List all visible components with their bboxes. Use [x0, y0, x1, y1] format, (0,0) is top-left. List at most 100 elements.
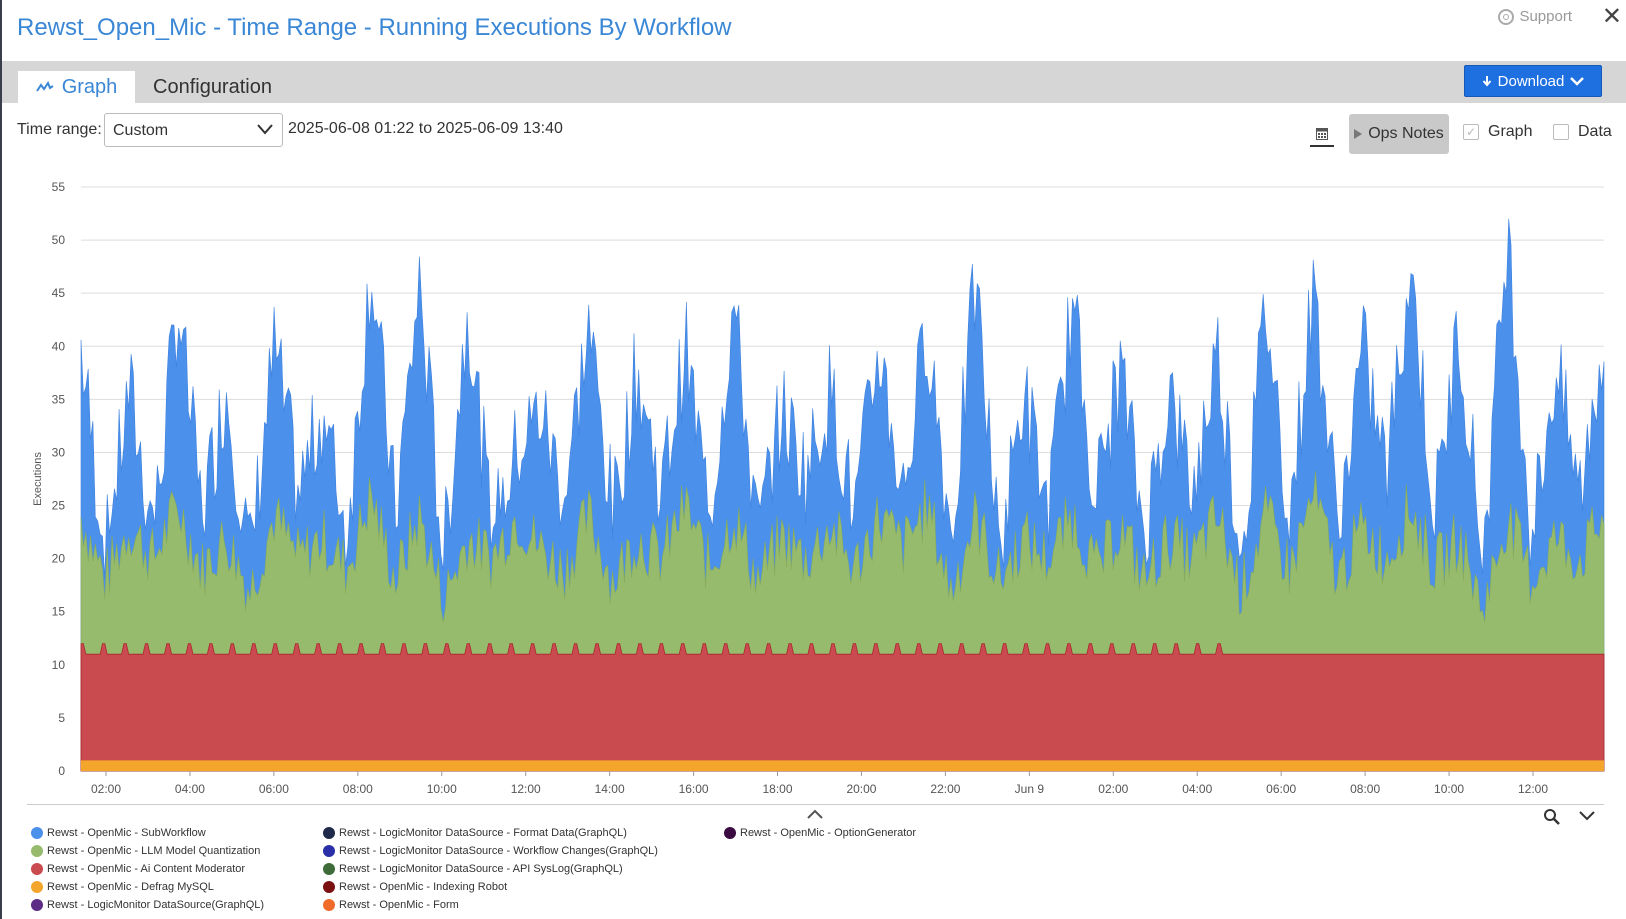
x-tick-label: 06:00 — [259, 782, 289, 796]
legend-label: Rewst - OpenMic - Indexing Robot — [339, 881, 508, 893]
legend-item[interactable]: Rewst - OpenMic - Ai Content Moderator — [31, 860, 264, 878]
y-tick-label: 25 — [52, 499, 66, 513]
x-tick-label: 02:00 — [1098, 782, 1128, 796]
x-tick-label: 04:00 — [1182, 782, 1212, 796]
data-checkbox-box[interactable] — [1553, 124, 1569, 140]
y-tick-label: 10 — [52, 658, 66, 672]
chart-divider — [27, 804, 1604, 805]
legend-item[interactable]: Rewst - OpenMic - OptionGenerator — [724, 824, 916, 842]
ops-notes-label: Ops Notes — [1368, 125, 1444, 142]
download-label: Download — [1497, 72, 1565, 90]
page-title: Rewst_Open_Mic - Time Range - Running Ex… — [17, 14, 732, 41]
x-tick-label: 02:00 — [91, 782, 121, 796]
legend-label: Rewst - OpenMic - OptionGenerator — [740, 827, 917, 839]
chevron-down-icon[interactable] — [1578, 810, 1596, 822]
y-tick-label: 35 — [52, 392, 66, 406]
legend-item[interactable]: Rewst - LogicMonitor DataSource - Format… — [323, 824, 658, 842]
calendar-button[interactable] — [1310, 121, 1334, 147]
legend-item[interactable]: Rewst - OpenMic - LLM Model Quantization — [31, 842, 264, 860]
y-tick-label: 45 — [52, 286, 66, 300]
x-tick-label: 16:00 — [679, 782, 709, 796]
calendar-icon — [1316, 127, 1328, 140]
legend-label: Rewst - LogicMonitor DataSource - Workfl… — [339, 845, 658, 857]
x-tick-label: 08:00 — [1350, 782, 1380, 796]
time-range-select[interactable]: Custom — [104, 113, 283, 147]
time-range-label: Time range: — [17, 121, 102, 138]
y-tick-label: 15 — [52, 605, 66, 619]
y-tick-label: 5 — [58, 711, 65, 725]
graph-checkbox[interactable]: ✓ Graph — [1463, 123, 1532, 141]
legend-dot — [31, 827, 43, 839]
chevron-up-icon[interactable] — [805, 808, 825, 820]
chevron-down-icon — [257, 124, 273, 135]
magnifier-icon[interactable] — [1543, 808, 1561, 826]
legend-label: Rewst - OpenMic - Defrag MySQL — [47, 881, 214, 893]
y-tick-label: 55 — [52, 180, 66, 194]
tab-configuration[interactable]: Configuration — [153, 71, 272, 103]
graph-checkbox-box[interactable]: ✓ — [1463, 124, 1479, 140]
x-tick-label: 10:00 — [427, 782, 457, 796]
support-label: Support — [1519, 8, 1572, 25]
legend-dot — [323, 899, 335, 911]
x-tick-label: 18:00 — [763, 782, 793, 796]
tab-bar: Graph Configuration Download — [2, 61, 1626, 103]
x-tick-label: 10:00 — [1434, 782, 1464, 796]
executions-chart[interactable]: 0 5 10 15 20 25 30 35 40 45 50 55 Executions 02:00 04:… — [0, 160, 1626, 805]
legend-label: Rewst - OpenMic - LLM Model Quantization — [47, 845, 261, 857]
legend-dot — [323, 881, 335, 893]
series-area-defrag-mysql — [81, 760, 1604, 771]
support-icon — [1498, 8, 1515, 25]
legend-item[interactable]: Rewst - LogicMonitor DataSource(GraphQL) — [31, 896, 264, 914]
legend-dot — [323, 845, 335, 857]
x-tick-label: 22:00 — [930, 782, 960, 796]
y-tick-label: 30 — [52, 445, 66, 459]
legend-label: Rewst - LogicMonitor DataSource - API Sy… — [339, 863, 623, 875]
tab-graph[interactable]: Graph — [18, 71, 135, 103]
legend-item[interactable]: Rewst - OpenMic - Form — [323, 896, 658, 914]
legend-item[interactable]: Rewst - OpenMic - Indexing Robot — [323, 878, 658, 896]
time-range-text: 2025-06-08 01:22 to 2025-06-09 13:40 — [288, 120, 563, 137]
tab-graph-label: Graph — [61, 75, 118, 98]
download-arrow-icon — [1482, 76, 1491, 87]
legend-item[interactable]: Rewst - OpenMic - SubWorkflow — [31, 824, 264, 842]
legend-item[interactable]: Rewst - OpenMic - Defrag MySQL — [31, 878, 264, 896]
legend-label: Rewst - OpenMic - Ai Content Moderator — [47, 863, 246, 875]
support-link[interactable]: Support — [1498, 8, 1572, 25]
data-checkbox-label: Data — [1578, 123, 1612, 140]
legend-dot — [31, 845, 43, 857]
y-tick-label: 40 — [52, 339, 66, 353]
y-axis-label: Executions — [32, 452, 44, 506]
x-tick-label: Jun 9 — [1015, 782, 1045, 796]
x-tick-label: 08:00 — [343, 782, 373, 796]
legend-column-2: Rewst - LogicMonitor DataSource - Format… — [323, 824, 658, 914]
legend-dot — [31, 881, 43, 893]
window-left-edge — [0, 0, 2, 919]
legend-dot — [323, 863, 335, 875]
legend-dot — [31, 863, 43, 875]
x-tick-label: 12:00 — [1518, 782, 1548, 796]
tab-configuration-label: Configuration — [153, 75, 272, 98]
legend-label: Rewst - LogicMonitor DataSource - Format… — [339, 827, 627, 839]
legend-dot — [323, 827, 335, 839]
legend-label: Rewst - LogicMonitor DataSource(GraphQL) — [47, 899, 265, 911]
data-checkbox[interactable]: Data — [1553, 123, 1612, 141]
legend-column-1: Rewst - OpenMic - SubWorkflow Rewst - Ope… — [31, 824, 264, 914]
chevron-down-icon — [1570, 77, 1585, 86]
x-tick-label: 04:00 — [175, 782, 205, 796]
line-chart-icon — [35, 81, 54, 92]
x-tick-label: 14:00 — [595, 782, 625, 796]
download-button[interactable]: Download — [1464, 65, 1602, 97]
y-tick-label: 50 — [52, 233, 66, 247]
close-icon[interactable]: ✕ — [1601, 3, 1622, 30]
x-tick-label: 20:00 — [846, 782, 876, 796]
legend-label: Rewst - OpenMic - SubWorkflow — [47, 827, 206, 839]
legend-dot — [31, 899, 43, 911]
legend-dot — [724, 827, 736, 839]
y-tick-label: 0 — [58, 764, 65, 778]
legend-item[interactable]: Rewst - LogicMonitor DataSource - Workfl… — [323, 842, 658, 860]
legend-label: Rewst - OpenMic - Form — [339, 899, 459, 911]
legend-item[interactable]: Rewst - LogicMonitor DataSource - API Sy… — [323, 860, 658, 878]
graph-checkbox-label: Graph — [1488, 123, 1533, 140]
x-tick-label: 06:00 — [1266, 782, 1296, 796]
ops-notes-button[interactable]: Ops Notes — [1349, 114, 1449, 154]
